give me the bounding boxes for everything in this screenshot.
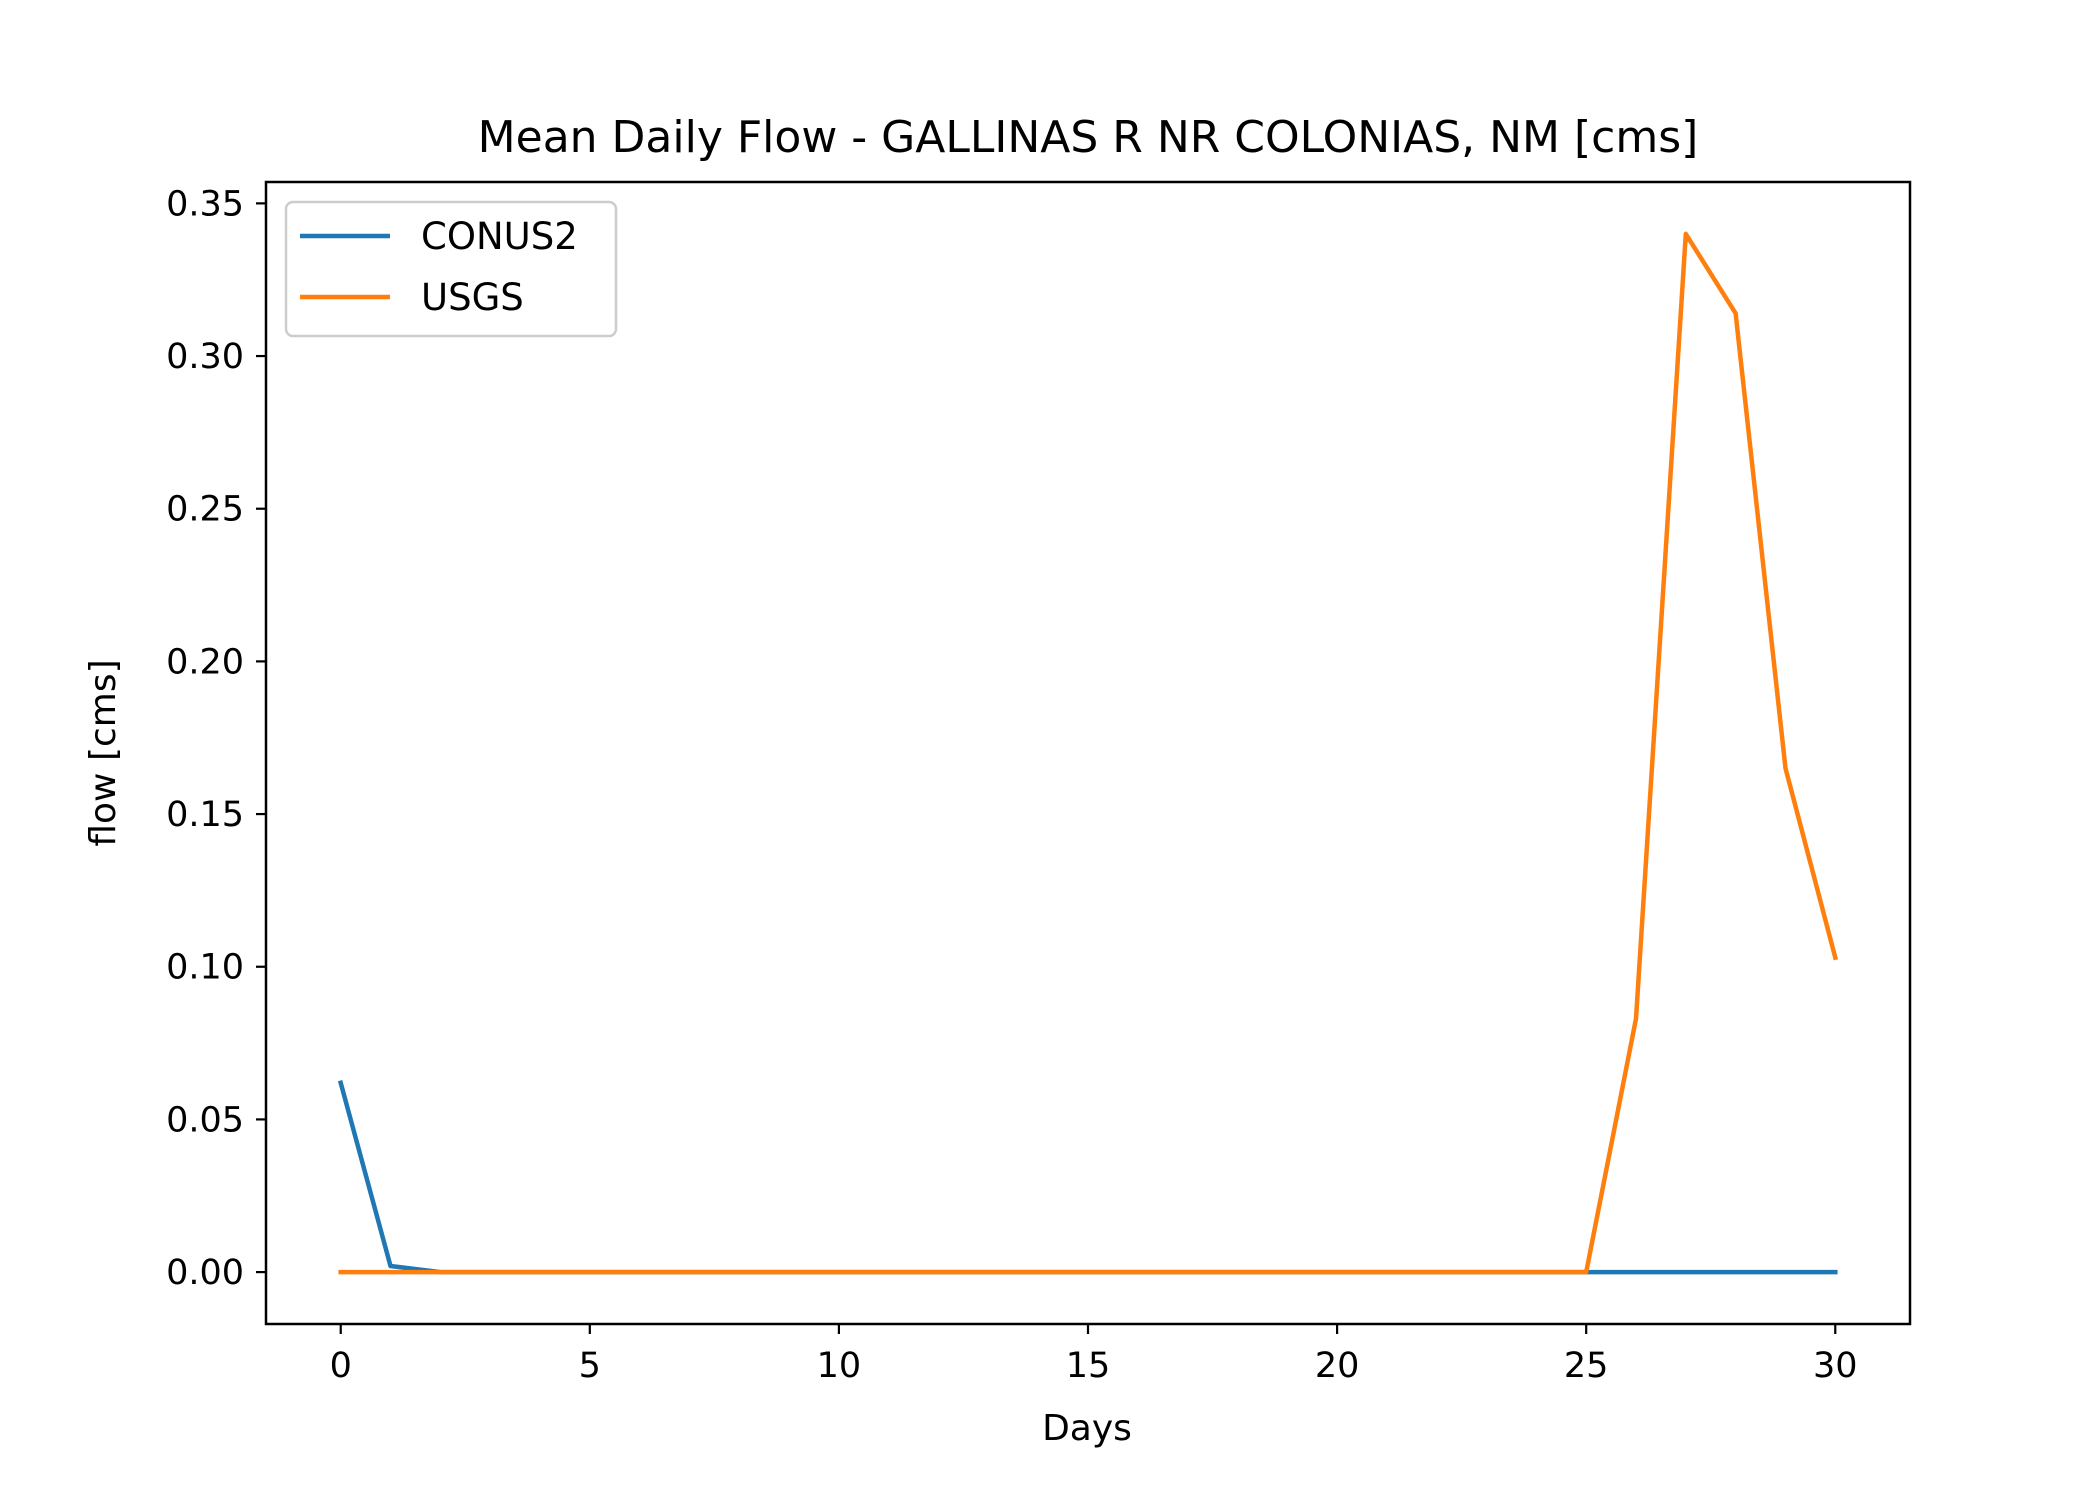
legend-label-usgs: USGS xyxy=(421,276,524,319)
y-tick-label: 0.15 xyxy=(166,795,244,835)
x-tick-label: 10 xyxy=(817,1346,862,1386)
legend-label-conus2: CONUS2 xyxy=(421,215,578,258)
series-layer xyxy=(337,231,1839,1275)
x-tick-label: 30 xyxy=(1813,1346,1858,1386)
y-tick-label: 0.25 xyxy=(166,490,244,530)
y-tick-label: 0.30 xyxy=(166,337,244,377)
legend: CONUS2 USGS xyxy=(284,200,618,338)
y-tick-label: 0.05 xyxy=(166,1100,244,1140)
chart-title: Mean Daily Flow - GALLINAS R NR COLONIAS… xyxy=(478,112,1699,163)
x-tick-label: 20 xyxy=(1315,1346,1360,1386)
x-tick-label: 5 xyxy=(579,1346,601,1386)
x-tick-label: 15 xyxy=(1066,1346,1111,1386)
y-tick-label: 0.20 xyxy=(166,642,244,682)
y-tick-label: 0.00 xyxy=(166,1253,244,1293)
x-axis: 0 5 10 15 20 25 30 xyxy=(330,1324,1858,1386)
x-tick-label: 0 xyxy=(330,1346,352,1386)
y-tick-label: 0.10 xyxy=(166,948,244,988)
y-tick-label: 0.35 xyxy=(166,184,244,224)
x-tick-label: 25 xyxy=(1564,1346,1609,1386)
y-axis: 0.00 0.05 0.10 0.15 0.20 0.25 0.30 0.35 xyxy=(166,184,266,1293)
y-axis-label: flow [cms] xyxy=(83,659,124,846)
series-line-usgs xyxy=(338,231,1839,1275)
x-axis-label: Days xyxy=(1042,1408,1132,1449)
